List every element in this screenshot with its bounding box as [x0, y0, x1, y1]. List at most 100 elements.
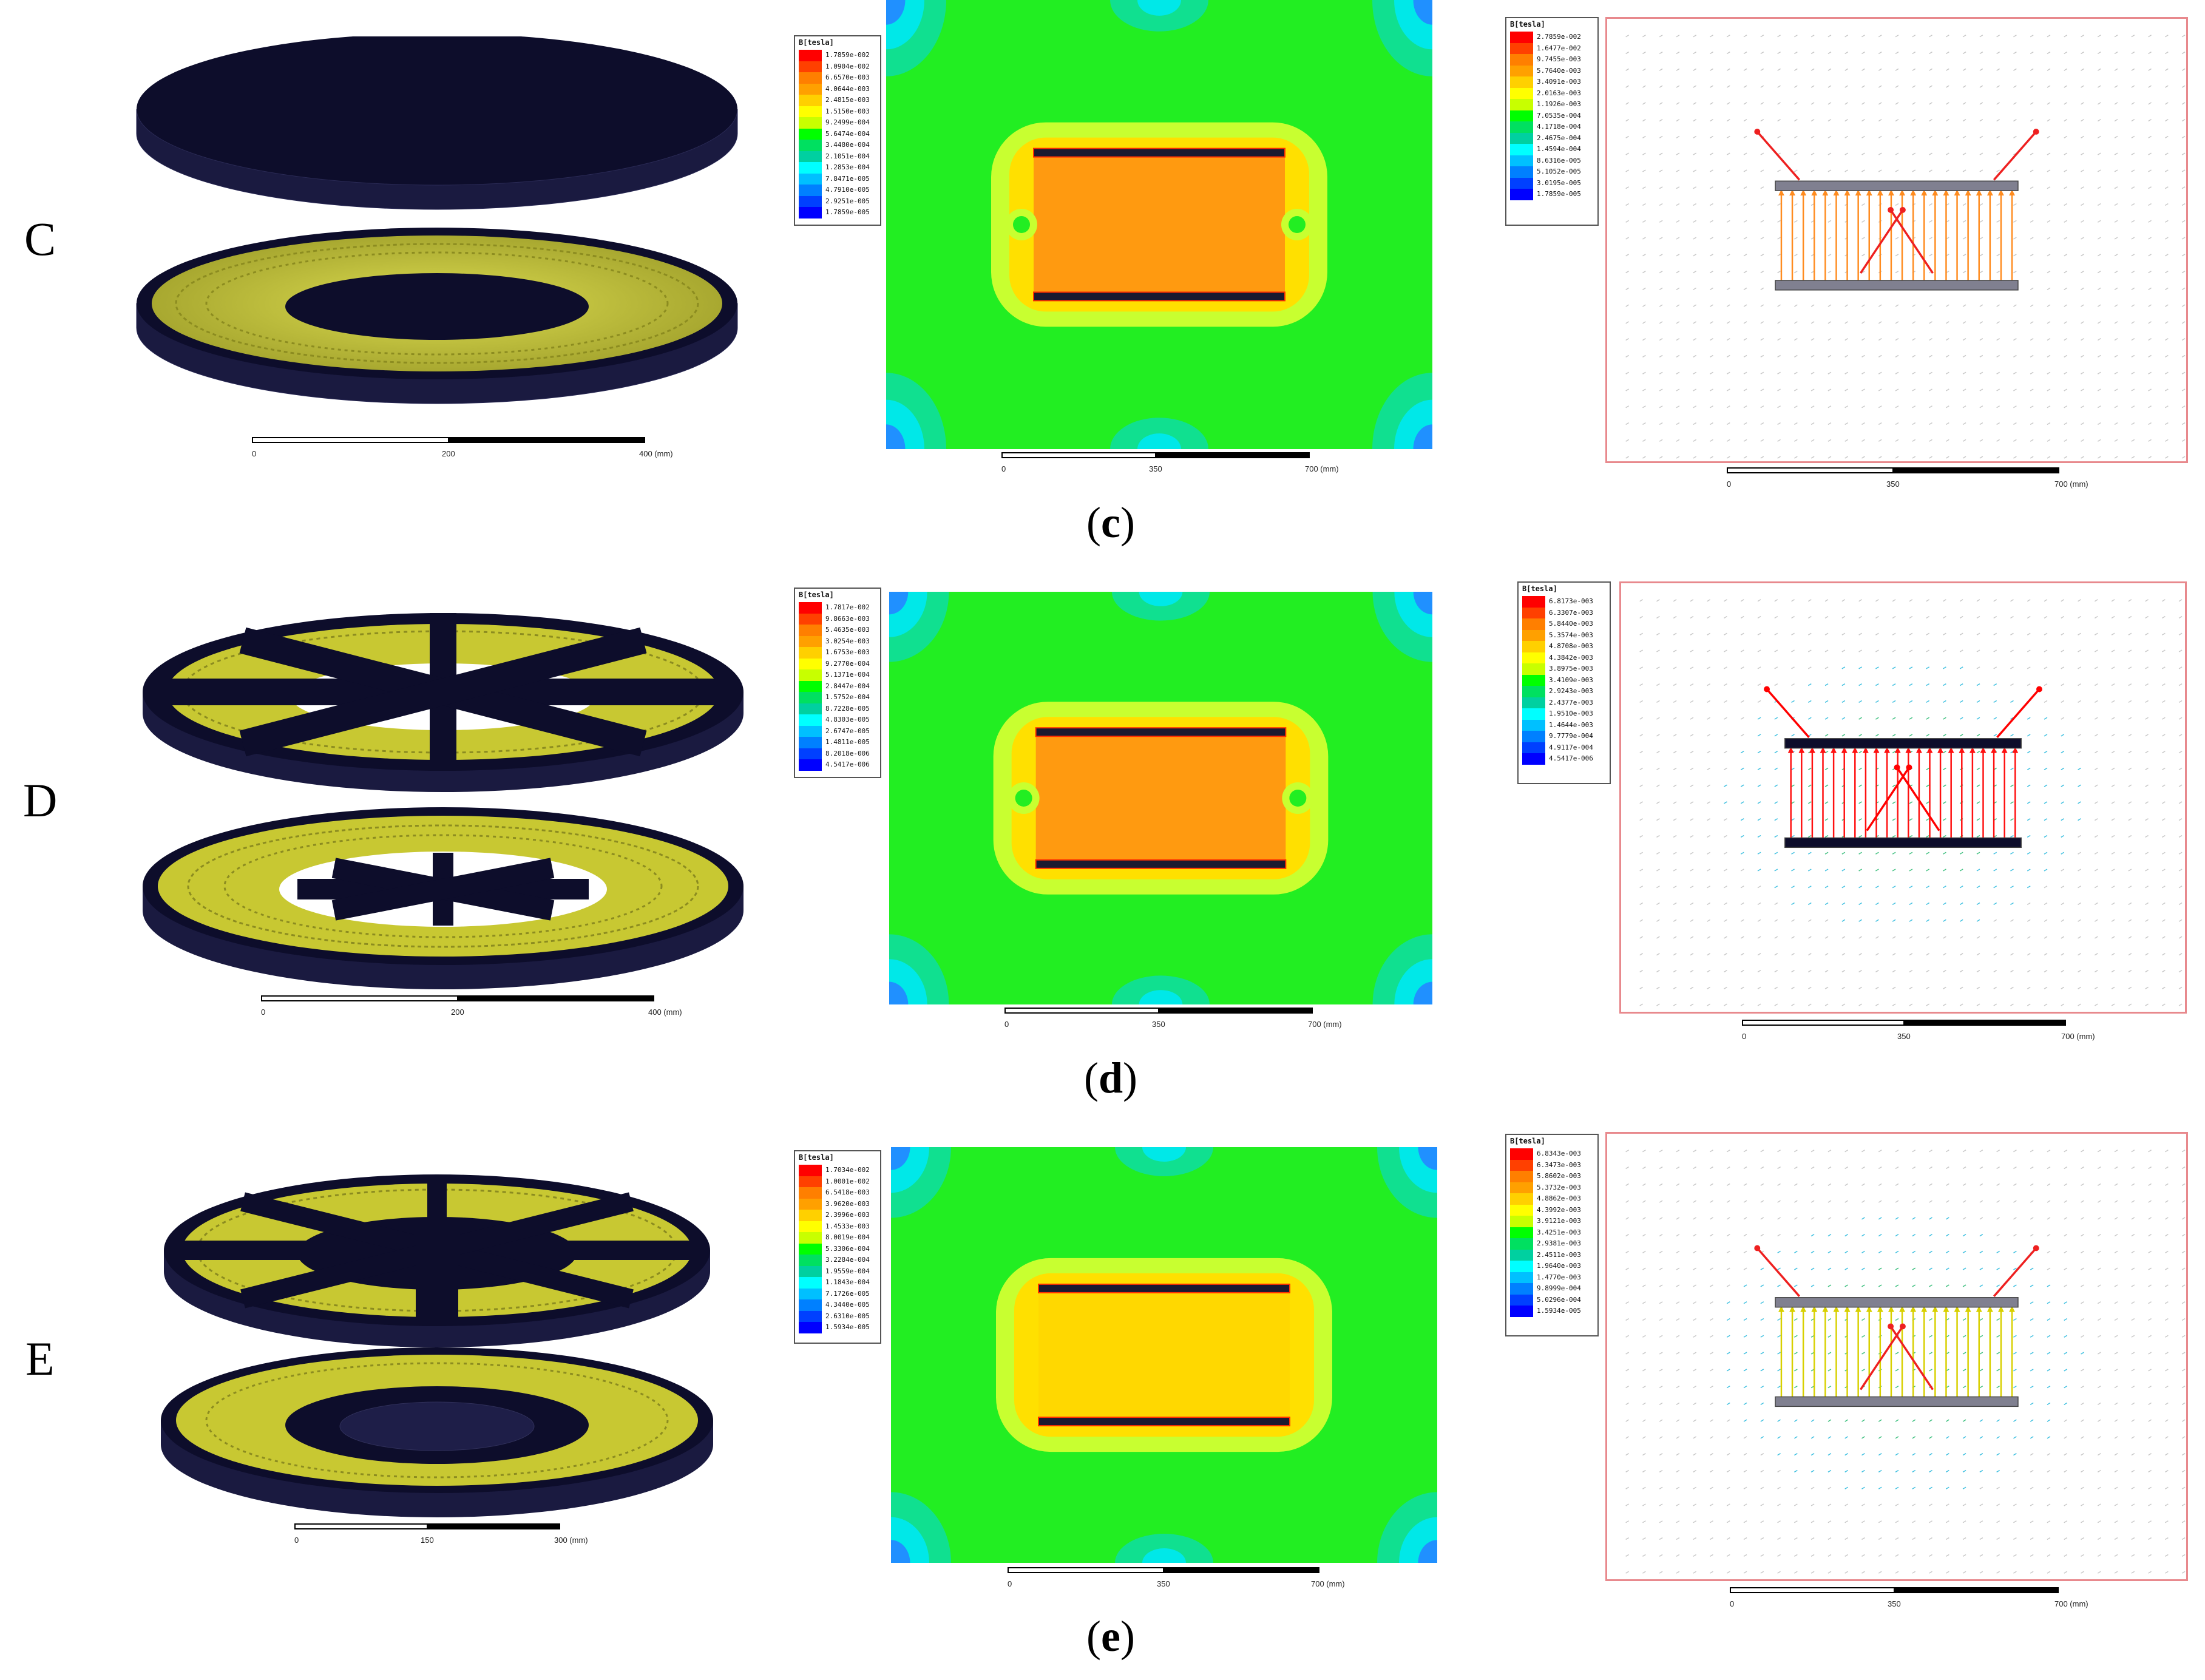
- legend-value: 1.0001e-002: [825, 1177, 870, 1185]
- legend-value: 4.3440e-005: [825, 1301, 870, 1309]
- legend-value: 2.7859e-002: [1537, 33, 1581, 41]
- scale-label-0: 0: [252, 449, 257, 458]
- legend-value: 1.4811e-005: [825, 738, 870, 746]
- field-core: [1038, 1288, 1290, 1422]
- scale-bar-coil-c: 0 200 400 (mm): [252, 437, 713, 467]
- legend-value: 5.4635e-003: [825, 626, 870, 634]
- scale-bar-field-e: 0 350 700 (mm): [1008, 1567, 1345, 1597]
- legend-swatch: [799, 83, 822, 95]
- legend-swatch: [1510, 1261, 1533, 1272]
- legend-value: 1.6477e-002: [1537, 44, 1581, 52]
- legend-value: 1.1926e-003: [1537, 100, 1581, 108]
- legend-swatch: [1522, 686, 1545, 697]
- pad-bar: [1035, 859, 1287, 869]
- legend-value: 3.0254e-003: [825, 637, 870, 645]
- legend-swatch: [799, 680, 822, 692]
- legend-swatch: [799, 173, 822, 185]
- legend-value: 7.8471e-005: [825, 174, 870, 183]
- legend-value: 4.0644e-003: [825, 84, 870, 93]
- legend-swatch: [799, 737, 822, 748]
- legend-swatch: [1510, 1238, 1533, 1250]
- legend-swatch: [799, 1187, 822, 1199]
- field-core: [1034, 152, 1285, 297]
- scale-bar-vector-c: 0 350 700 (mm): [1727, 467, 2088, 498]
- field-core: [1035, 732, 1286, 864]
- legend-value: 6.6570e-003: [825, 73, 870, 81]
- legend-value: 1.5934e-005: [1537, 1307, 1581, 1315]
- legend-swatch: [1510, 1227, 1533, 1238]
- pad-bar: [1033, 147, 1285, 158]
- legend-swatch: [799, 1322, 822, 1333]
- legend-swatch: [799, 692, 822, 703]
- legend-swatch: [799, 1232, 822, 1244]
- legend-swatch: [799, 185, 822, 196]
- vector-plot-e: [1605, 1132, 2188, 1581]
- legend-swatch: [1522, 753, 1545, 765]
- field-plot-c: [886, 0, 1432, 449]
- pad-bar: [1038, 1283, 1290, 1293]
- field-legend-c: B[tesla] 1.7859e-002 1.0904e-002 6.6570e-0…: [794, 35, 881, 226]
- legend-value: 5.7640e-003: [1537, 66, 1581, 75]
- row-letter-c: C: [24, 212, 56, 265]
- legend-swatch: [1510, 1193, 1533, 1205]
- legend-swatch: [799, 602, 822, 614]
- legend-swatch: [1510, 1171, 1533, 1182]
- legend-value: 5.1371e-004: [825, 671, 870, 679]
- scale-label-max: 400 (mm): [639, 449, 673, 458]
- legend-value: 4.8708e-003: [1549, 642, 1593, 650]
- legend-swatch: [1522, 607, 1545, 618]
- legend-swatch: [1510, 54, 1533, 66]
- legend-swatch: [1522, 731, 1545, 742]
- legend-value: 9.7455e-003: [1537, 55, 1581, 63]
- legend-swatch: [799, 1288, 822, 1299]
- pad-bar: [1775, 1297, 2019, 1308]
- large-field-arrow: [1866, 767, 1910, 832]
- legend-value: 2.4815e-003: [825, 96, 870, 104]
- legend-value: 3.4109e-003: [1549, 676, 1593, 684]
- large-field-arrow: [1896, 767, 1940, 832]
- pad-bar: [1038, 1417, 1290, 1427]
- legend-swatch: [1510, 166, 1533, 178]
- legend-swatch: [1510, 1272, 1533, 1283]
- legend-swatch: [1522, 663, 1545, 675]
- legend-value: 4.8303e-005: [825, 716, 870, 723]
- legend-swatch: [1522, 596, 1545, 608]
- coil-model-d: [140, 607, 753, 995]
- legend-value: 4.3992e-003: [1537, 1205, 1581, 1214]
- coil-model-e: [152, 1159, 740, 1523]
- coil-model-c: [134, 36, 753, 425]
- vector-legend-c: B[tesla] 2.7859e-002 1.6477e-002 9.7455e-0…: [1505, 17, 1599, 226]
- legend-value: 8.2018e-006: [825, 749, 870, 757]
- legend-value: 1.9510e-003: [1549, 710, 1593, 717]
- legend-value: 2.0163e-003: [1537, 89, 1581, 97]
- legend-swatch: [799, 725, 822, 737]
- legend-swatch: [799, 195, 822, 207]
- legend-value: 2.4511e-003: [1537, 1250, 1581, 1259]
- legend-value: 4.7910e-005: [825, 186, 870, 194]
- legend-value: 1.4533e-003: [825, 1222, 870, 1230]
- legend-swatch: [1510, 177, 1533, 189]
- legend-swatch: [799, 658, 822, 669]
- legend-value: 2.4377e-003: [1549, 698, 1593, 706]
- legend-value: 1.7859e-005: [1537, 190, 1581, 198]
- legend-value: 4.8862e-003: [1537, 1194, 1581, 1202]
- legend-value: 2.9243e-003: [1549, 687, 1593, 695]
- legend-swatch: [1522, 674, 1545, 686]
- legend-swatch: [1510, 121, 1533, 133]
- pad-bar: [1775, 1396, 2019, 1407]
- vector-plot-d: [1619, 581, 2187, 1014]
- legend-swatch: [1510, 189, 1533, 200]
- legend-value: 2.4675e-004: [1537, 134, 1581, 142]
- legend-value: 1.9640e-003: [1537, 1262, 1581, 1270]
- legend-value: 1.2853e-004: [825, 163, 870, 171]
- legend-value: 8.7228e-005: [825, 704, 870, 713]
- legend-value: 9.2770e-004: [825, 659, 870, 668]
- legend-value: 2.6747e-005: [825, 727, 870, 735]
- scale-bar-field-c: 0 350 700 (mm): [1001, 452, 1339, 483]
- legend-swatch: [1510, 1306, 1533, 1317]
- legend-value: 4.3842e-003: [1549, 653, 1593, 662]
- legend-swatch: [799, 1255, 822, 1266]
- legend-swatch: [799, 207, 822, 218]
- legend-swatch: [799, 151, 822, 162]
- legend-swatch: [799, 95, 822, 106]
